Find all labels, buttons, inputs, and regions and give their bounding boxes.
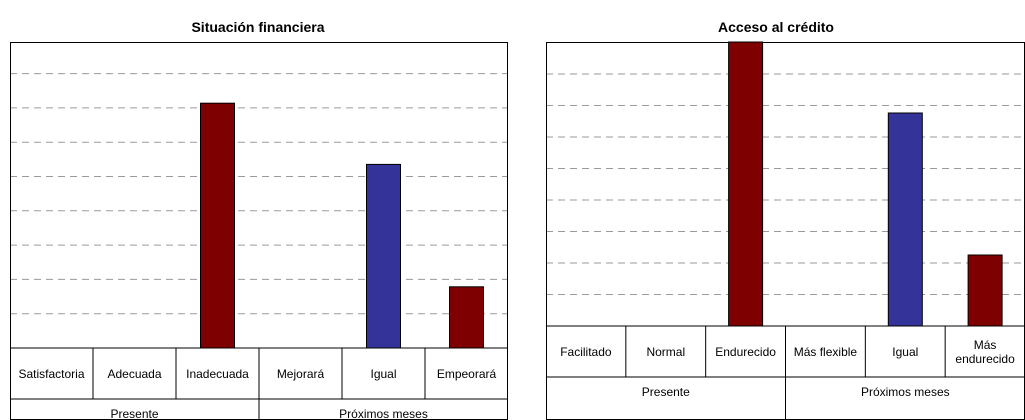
category-label: Normal — [646, 345, 685, 359]
category-label: Endurecido — [715, 345, 776, 359]
category-label: endurecido — [955, 352, 1015, 366]
bar-más-endurecido — [967, 254, 1003, 327]
chart-title: Situación financiera — [191, 19, 324, 35]
category-label: Satisfactoria — [18, 367, 84, 381]
bar-igual — [887, 112, 923, 327]
category-label: Igual — [892, 345, 918, 359]
category-label: Más — [974, 338, 997, 352]
group-label: Presente — [642, 385, 690, 399]
category-label: Inadecuada — [186, 367, 249, 381]
category-label: Empeorará — [437, 367, 497, 381]
bar-igual — [366, 163, 401, 349]
category-label: Igual — [370, 367, 396, 381]
bar-empeorará — [449, 286, 484, 349]
bar-inadecuada — [200, 102, 235, 349]
bar-endurecido — [728, 41, 764, 327]
category-label: Facilitado — [560, 345, 612, 359]
group-label: Próximos meses — [861, 385, 950, 399]
group-label: Presente — [110, 407, 158, 420]
category-label: Mejorará — [277, 367, 325, 381]
chart-title: Acceso al crédito — [718, 19, 834, 35]
group-label: Próximos meses — [339, 407, 428, 420]
category-label: Adecuada — [107, 367, 161, 381]
category-label: Más flexible — [794, 345, 858, 359]
